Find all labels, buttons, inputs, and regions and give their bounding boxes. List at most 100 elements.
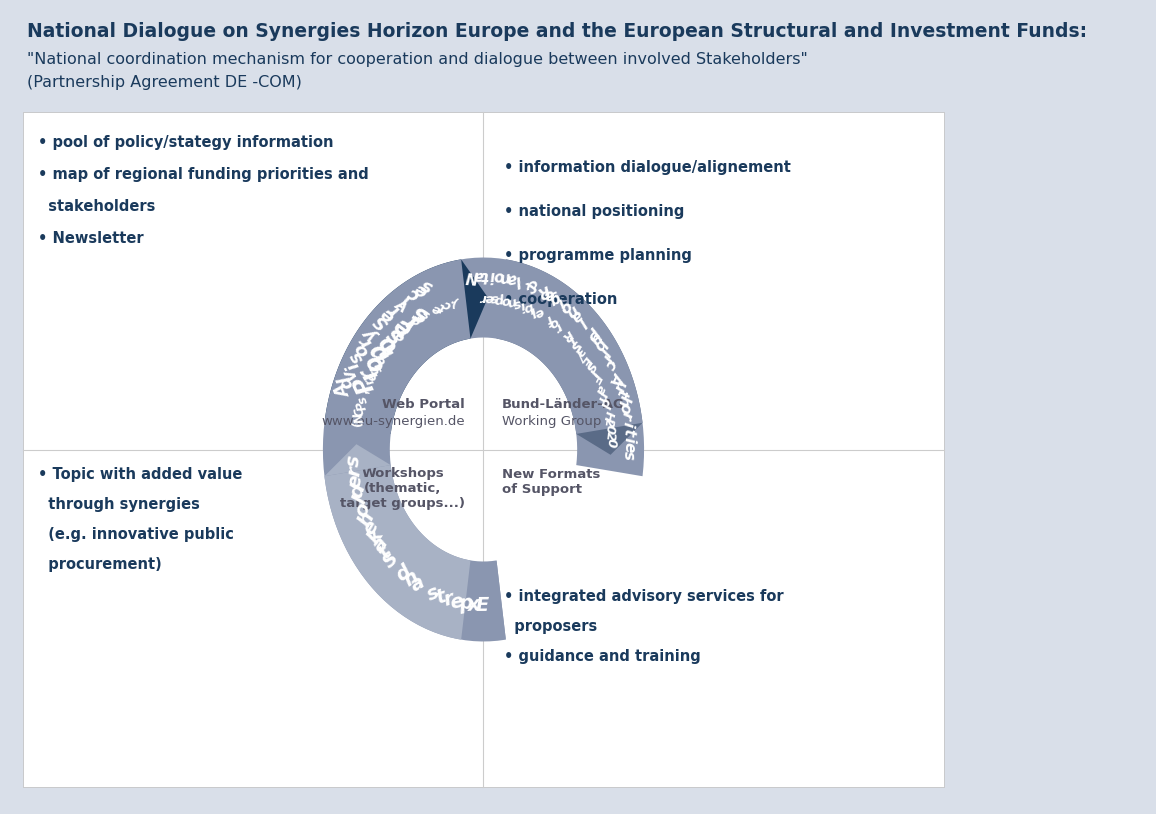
Text: b: b [591,335,609,353]
Text: d: d [393,562,415,585]
Text: s: s [343,455,363,467]
Text: i: i [519,298,527,312]
Text: f: f [398,325,410,338]
Text: /: / [577,349,590,361]
Text: • Newsletter: • Newsletter [38,231,143,246]
Text: d: d [347,482,369,500]
Text: o: o [373,352,390,366]
Text: n: n [505,294,518,309]
Polygon shape [497,260,643,434]
Text: c: c [405,283,422,304]
Text: s: s [512,295,523,310]
Text: r: r [442,589,455,610]
Text: s: s [408,300,431,327]
Text: i: i [489,268,495,283]
Polygon shape [576,422,643,455]
Text: E: E [475,596,489,615]
Text: t: t [613,387,629,399]
Text: • national positioning: • national positioning [504,204,684,219]
Text: • Topic with added value: • Topic with added value [38,467,242,483]
Text: s: s [420,306,432,322]
Text: r: r [551,319,564,334]
Text: N: N [465,268,479,284]
Text: n: n [377,347,392,361]
Text: S: S [371,310,393,332]
Text: • programme planning: • programme planning [504,248,692,263]
Text: o: o [350,339,372,360]
Text: h: h [355,509,378,530]
Text: a: a [407,573,429,596]
Text: n: n [563,302,580,320]
Text: e: e [388,313,416,341]
Text: v: v [390,293,409,314]
Text: S: S [581,358,598,374]
Text: i: i [599,351,615,364]
Text: r: r [356,333,376,351]
Text: i: i [399,289,414,308]
Text: t: t [376,543,395,562]
Text: s: s [490,291,499,305]
Text: c: c [442,297,452,312]
Text: e: e [360,518,383,538]
Text: "National coordination mechanism for cooperation and dialogue between involved S: "National coordination mechanism for coo… [27,52,808,67]
Text: t: t [481,268,489,283]
Text: F: F [587,370,603,385]
Text: p: p [495,291,506,306]
Text: H: H [600,409,615,422]
Text: y: y [361,324,381,345]
Text: r: r [400,307,422,333]
Text: n: n [400,567,422,591]
Text: A: A [333,382,355,400]
Text: l: l [595,344,612,357]
Text: • information dialogue/alignement: • information dialogue/alignement [504,160,791,175]
Text: a: a [593,383,608,396]
Text: d: d [596,396,613,409]
Text: o: o [546,315,561,330]
Text: t: t [621,427,636,436]
Text: s: s [418,275,436,296]
Text: e: e [449,592,466,613]
Text: (e.g. innovative public: (e.g. innovative public [38,527,234,542]
Text: P: P [350,371,379,397]
Text: New Formats
of Support: New Formats of Support [502,467,600,496]
Text: (Partnership Agreement DE -COM): (Partnership Agreement DE -COM) [27,75,302,90]
Polygon shape [325,260,470,434]
Text: l: l [513,273,523,288]
Text: s: s [381,322,408,348]
Text: R: R [534,282,551,300]
Text: e: e [410,278,430,300]
Text: c: c [410,313,423,327]
Text: p: p [366,339,395,367]
Text: o: o [501,293,512,307]
Polygon shape [325,444,391,476]
Text: r: r [356,362,383,384]
Text: u: u [610,378,628,393]
Text: ): ) [453,294,461,308]
Polygon shape [323,257,644,641]
Text: o: o [616,401,633,415]
Text: i: i [371,359,385,370]
Text: x: x [467,595,481,615]
Text: o: o [373,330,402,357]
Text: • map of regional funding priorities and: • map of regional funding priorities and [38,167,369,182]
Text: I: I [565,333,578,346]
Text: r: r [363,375,377,387]
Text: 2: 2 [603,431,617,441]
Text: E: E [578,352,594,368]
Text: l: l [350,494,370,507]
Text: o: o [392,328,407,343]
Text: a: a [505,270,518,287]
Text: i: i [407,317,417,330]
Text: r: r [618,411,635,421]
Text: g: g [547,289,563,307]
Text: e: e [415,309,429,325]
Text: l: l [385,339,398,350]
Text: o: o [492,269,504,284]
Text: u: u [586,329,605,347]
Text: o: o [351,500,375,520]
Text: e: e [484,291,494,304]
Text: b: b [521,300,535,315]
Text: s: s [347,348,368,366]
Text: e: e [532,304,546,320]
Text: r: r [480,291,487,304]
